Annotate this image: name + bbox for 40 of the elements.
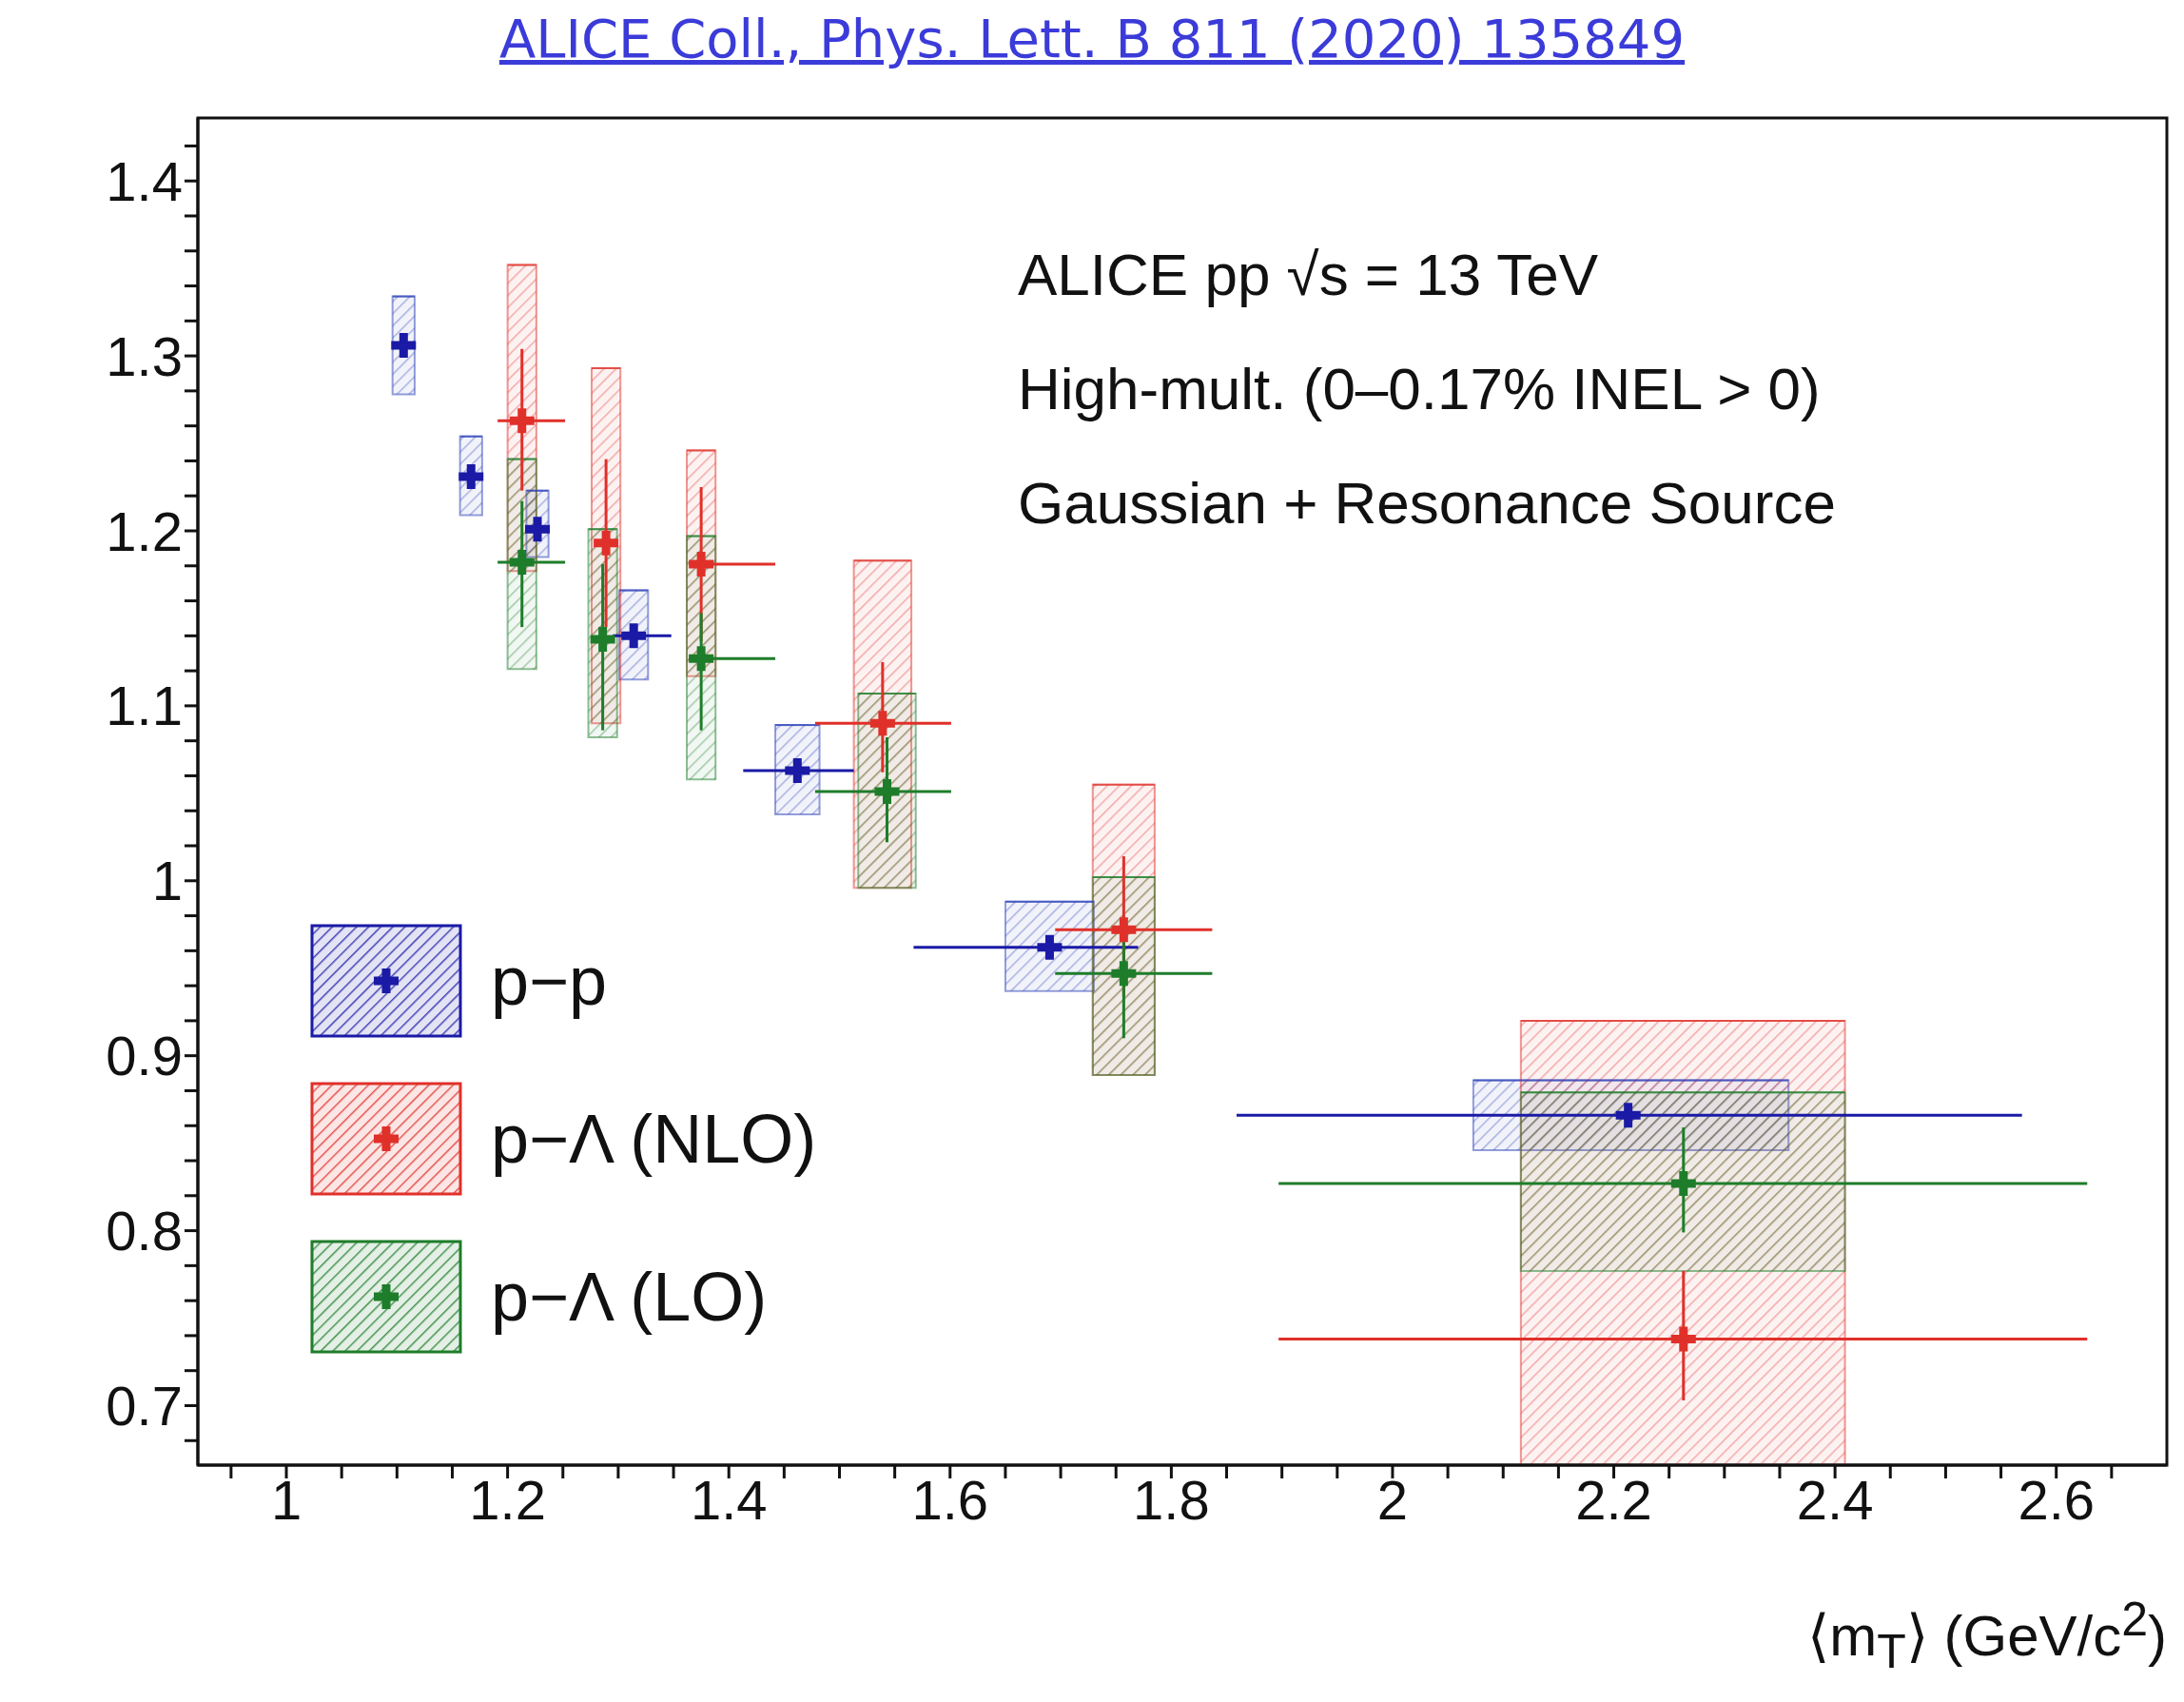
x-tick-label: 2 [1376,1469,1409,1532]
x-tick-label: 2.2 [1575,1469,1652,1532]
x-tick-label: 1.2 [469,1469,546,1532]
legend-label: p−p [491,942,608,1020]
point [874,779,900,804]
y-tick-label: 1.1 [106,675,183,737]
x-tick-label: 1.6 [911,1469,989,1532]
point [1615,1103,1641,1128]
annotation: Gaussian + Resonance Source [1018,469,1836,537]
point [509,408,535,434]
legend-label: p−Λ (LO) [491,1258,768,1336]
point [1111,961,1137,987]
x-tick-label: 1 [270,1469,302,1532]
y-tick-label: 1.3 [106,324,183,387]
point [509,550,535,576]
x-tick-label: 2.6 [2018,1469,2096,1532]
point [1111,917,1137,943]
x-tick-label: 2.4 [1796,1469,1874,1532]
annotation: High-mult. (0–0.17% INEL > 0) [1018,355,1821,422]
y-tick-label: 1.2 [106,499,183,562]
point [689,551,714,577]
y-tick-label: 0.8 [106,1200,183,1262]
y-tick-label: 0.9 [106,1025,183,1087]
point [391,333,417,359]
point [869,711,895,736]
point [1670,1326,1696,1352]
chart-title: ALICE Coll., Phys. Lett. B 811 (2020) 135849 [497,8,1687,69]
x-tick-label: 1.4 [690,1469,768,1532]
point [689,646,714,672]
y-tick-label: 1.4 [106,149,183,212]
x-axis-title: ⟨m$_{T}$⟩ (GeV/c$^{2}$) [1807,1592,2167,1679]
point [590,627,615,653]
y-tick-label: 0.7 [106,1375,183,1438]
point [458,463,484,489]
legend-label: p−Λ (NLO) [491,1100,817,1178]
point [525,517,551,542]
point [1670,1170,1696,1196]
x-tick-label: 1.8 [1133,1469,1210,1532]
y-tick-label: 1 [151,850,183,912]
annotation: ALICE pp √s = 13 TeV [1018,241,1599,308]
